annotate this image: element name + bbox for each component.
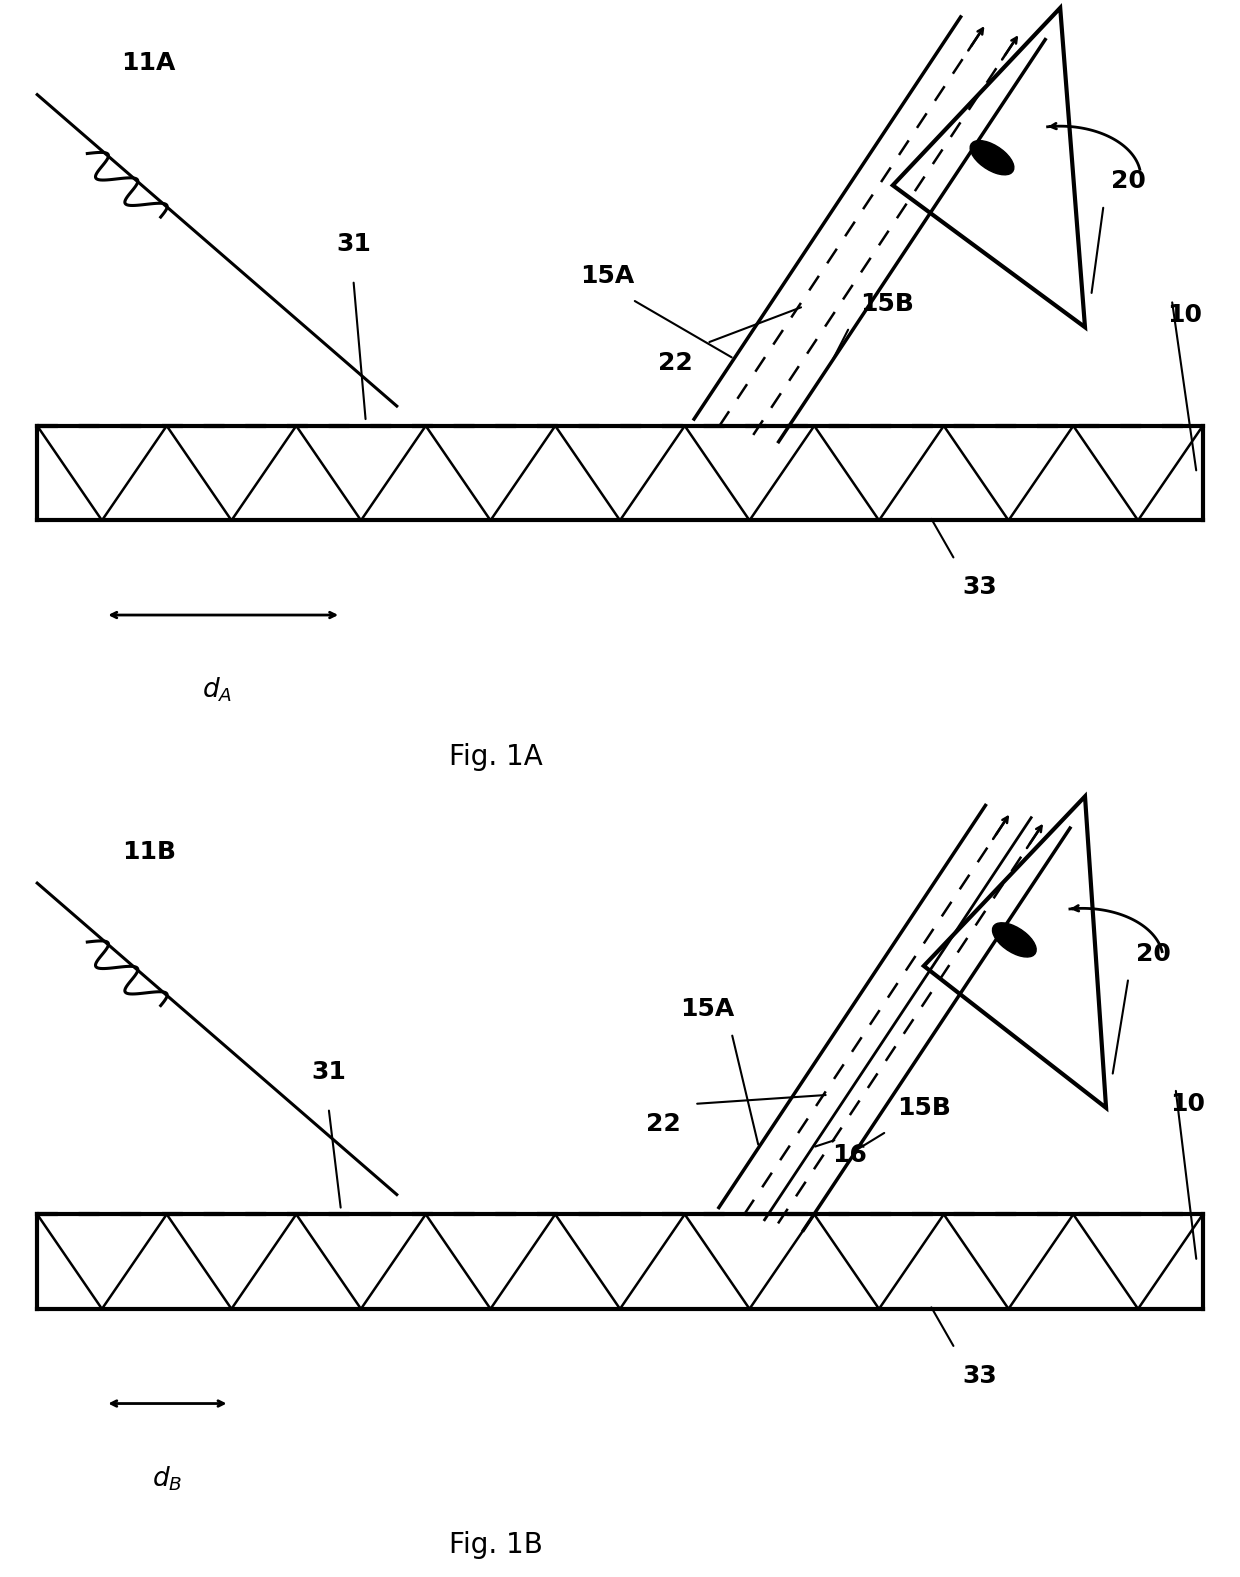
Text: 15B: 15B <box>897 1096 951 1120</box>
Ellipse shape <box>992 923 1037 957</box>
Text: 10: 10 <box>1171 1091 1205 1117</box>
Text: 20: 20 <box>1136 941 1171 967</box>
Text: 10: 10 <box>1167 303 1202 328</box>
Text: 15A: 15A <box>580 263 635 289</box>
Text: $d_A$: $d_A$ <box>202 675 232 705</box>
Text: 31: 31 <box>336 232 371 257</box>
Text: 16: 16 <box>832 1143 867 1167</box>
Text: 15B: 15B <box>859 292 914 315</box>
Text: $d_B$: $d_B$ <box>153 1463 182 1493</box>
Text: Fig. 1A: Fig. 1A <box>449 743 543 771</box>
Ellipse shape <box>970 140 1014 175</box>
Text: 15A: 15A <box>680 997 734 1022</box>
Text: 11A: 11A <box>122 50 176 76</box>
Text: 20: 20 <box>1111 169 1146 194</box>
Text: 33: 33 <box>962 1364 997 1388</box>
Text: 22: 22 <box>646 1112 681 1135</box>
Text: 33: 33 <box>962 576 997 599</box>
Text: Fig. 1B: Fig. 1B <box>449 1531 543 1560</box>
Text: 22: 22 <box>658 350 693 375</box>
Text: 11B: 11B <box>122 839 176 864</box>
Text: 31: 31 <box>311 1060 346 1085</box>
